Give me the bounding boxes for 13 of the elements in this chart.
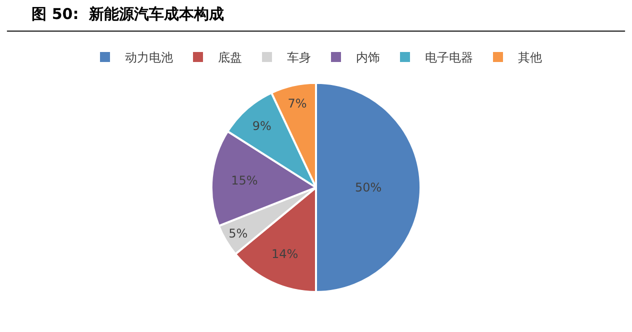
legend-label: 动力电池 <box>125 50 173 65</box>
data-label: 14% <box>271 246 298 261</box>
legend-label: 其他 <box>518 50 542 65</box>
chart-title: 图 50: 新能源汽车成本构成 <box>32 4 224 23</box>
data-label: 50% <box>354 180 382 194</box>
data-label: 9% <box>252 119 272 134</box>
data-label: 7% <box>288 96 307 111</box>
legend-label: 内饰 <box>356 50 380 65</box>
data-label: 15% <box>231 174 258 188</box>
legend-label: 底盘 <box>218 50 242 65</box>
legend-label: 车身 <box>287 50 311 65</box>
data-label: 5% <box>228 226 248 240</box>
legend-label: 电子电器 <box>425 50 473 65</box>
